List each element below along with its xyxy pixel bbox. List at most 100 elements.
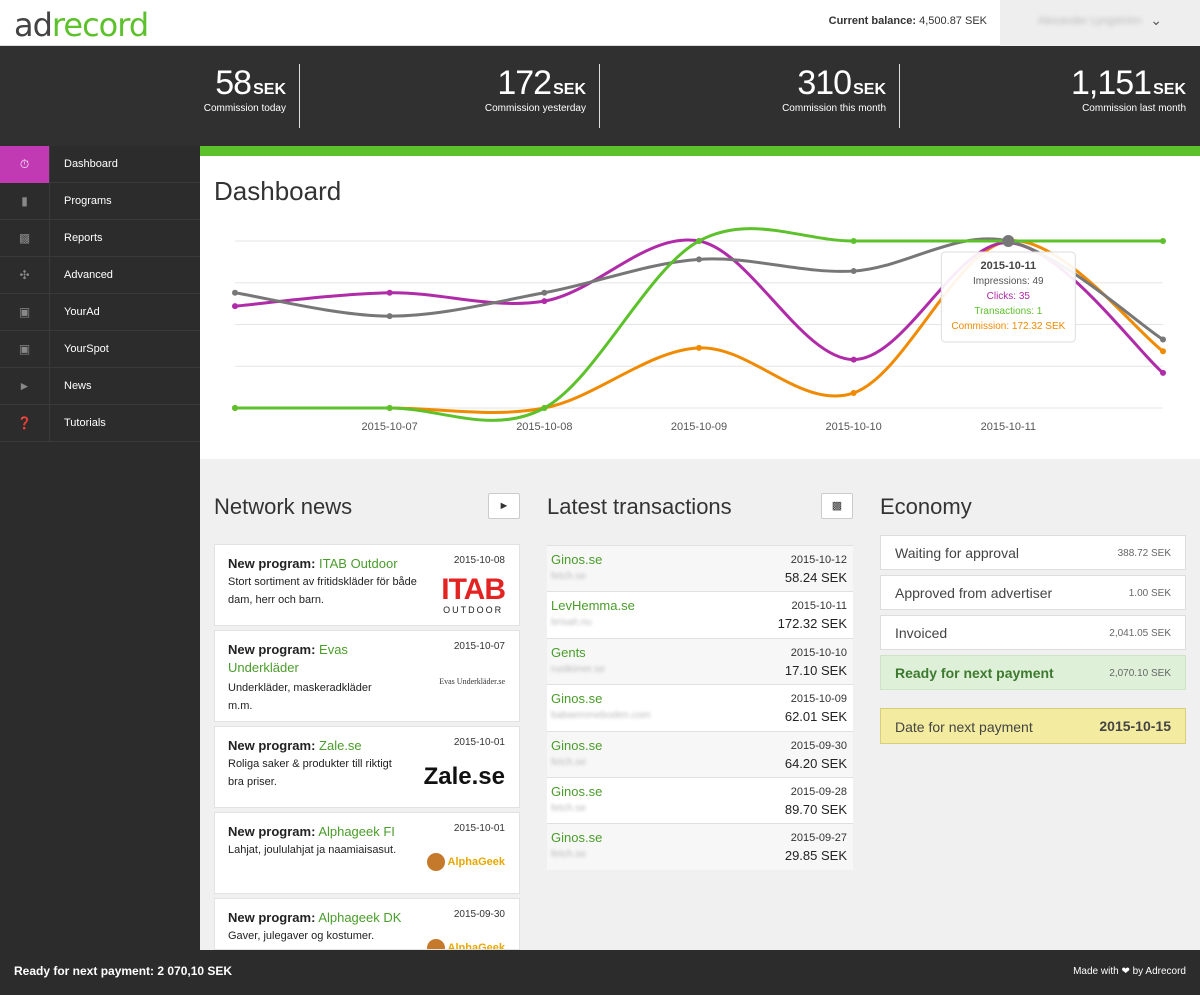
data-point-transactions [541,405,548,411]
footer-ready-for-payment: Ready for next payment: 2 070,10 SEK [14,964,233,978]
news-item[interactable]: New program: Zale.se 2015-10-01 Roliga s… [214,726,520,808]
top-bar: adrecord Current balance: 4,500.87 SEK A… [0,0,1200,46]
economy-waiting-for-approval: Waiting for approval 388.72 SEK [880,535,1186,570]
user-name: Alexander Lyngström [1038,15,1142,27]
alphageek-logo: AlphaGeek [426,939,505,949]
latest-transactions-title: Latest transactions [547,494,732,519]
commission-line-chart[interactable]: 2015-10-07 2015-10-08 2015-10-09 2015-10-10… [200,156,1200,459]
data-point-transactions [696,238,702,244]
news-item[interactable]: New program: Alphageek FI 2015-10-01 Lah… [214,812,520,894]
chart-tooltip [940,251,1076,343]
data-point-impressions [1160,336,1166,343]
data-point-transactions [232,405,238,411]
sidebar-item-yourspot[interactable]: ▣ YourSpot [0,331,200,368]
x-tick-label: 2015-10-07 [362,421,418,433]
bookmark-icon: ▮ [0,183,50,220]
stat-commission-today: 58 SEK Commission today [203,64,286,114]
yourad-icon: ▣ [0,294,50,331]
transaction-row[interactable]: Ginos.se fetch.se 2015-09-28 89.70 SEK [547,776,853,824]
footer: Ready for next payment: 2 070,10 SEK Mad… [0,950,1200,995]
data-point-impressions [232,289,238,296]
question-icon: ❓ [0,405,50,442]
economy-invoiced: Invoiced 2,041.05 SEK [880,615,1186,650]
stat-commission-last-month: 1,151 SEK Commission last month [1071,64,1186,114]
crosshair-icon: ✣ [0,257,50,294]
chevron-down-icon: ⌄ [1150,12,1162,28]
economy-ready-for-next-payment: Ready for next payment 2,070.10 SEK [880,655,1186,690]
data-point-impressions [541,289,548,296]
stat-commission-this-month: 310 SEK Commission this month [782,64,886,114]
news-item[interactable]: New program: Alphageek DK 2015-09-30 Gav… [214,898,520,950]
bar-chart-icon: ▩ [0,220,50,257]
transactions-list: Ginos.se fetch.se 2015-10-12 58.24 SEK LevH… [547,545,853,870]
sidebar-item-reports[interactable]: ▩ Reports [0,220,200,257]
bar-chart-icon: ▩ [831,500,843,512]
economy-title: Economy [880,494,972,519]
x-tick-label: 2015-10-09 [671,421,727,433]
stat-divider [899,64,900,128]
transaction-row[interactable]: Ginos.se fetch.se 2015-09-30 64.20 SEK [547,730,853,777]
network-news-title: Network news [214,494,353,519]
transaction-row[interactable]: Ginos.se babaemmeboden.com 2015-10-09 62.01… [547,684,853,731]
x-tick-label: 2015-10-11 [981,421,1036,433]
user-menu[interactable]: Alexander Lyngström ⌄ [1000,0,1200,46]
adrecord-logo[interactable]: adrecord [14,6,149,44]
data-point-clicks [541,298,548,305]
itab-outdoor-logo: ITAB OUTDOOR [441,573,506,616]
data-point-clicks [386,289,393,296]
data-point-transactions [386,405,393,411]
data-point-transactions [1160,238,1166,244]
sidebar: ⏱ Dashboard ▮ Programs ▩ Reports ✣ Advanced … [0,146,200,978]
economy-approved-from-advertiser: Approved from advertiser 1.00 SEK [880,575,1186,610]
dashboard-chart-panel: 2015-10-07 2015-10-08 2015-10-09 2015-10-10… [200,156,1200,459]
data-point-commission [696,344,702,351]
tooltip-line: Transactions: 1 [974,306,1042,317]
tooltip-date: 2015-10-11 [980,260,1036,272]
data-point-commission [1160,348,1166,355]
transaction-row[interactable]: LevHemma.se brisait.nu 2015-10-11 172.32 SE… [547,591,853,638]
data-point-clicks [232,303,238,310]
reports-button[interactable]: ▩ [821,493,853,519]
data-point-clicks [1160,369,1166,376]
data-point-clicks [850,356,857,363]
heart-icon: ❤ [1121,966,1130,977]
megaphone-icon: ► [498,500,510,512]
sidebar-item-news[interactable]: ► News [0,368,200,405]
next-payment-date: Date for next payment 2015-10-15 [880,708,1186,744]
tooltip-line: Commission: 172.32 SEK [951,321,1065,332]
tooltip-line: Clicks: 35 [987,291,1031,302]
stat-divider [599,64,600,128]
news-megaphone-button[interactable]: ► [488,493,520,519]
news-item[interactable]: New program: ITAB Outdoor 2015-10-08 Sto… [214,544,520,626]
sidebar-item-programs[interactable]: ▮ Programs [0,183,200,220]
tooltip-line: Impressions: 49 [973,276,1044,287]
hover-point [1002,235,1015,247]
transaction-row[interactable]: Gents rustkimer.se 2015-10-10 17.10 SEK [547,637,853,685]
transaction-row[interactable]: Ginos.se fetch.se 2015-10-12 58.24 SEK [547,545,853,592]
data-point-impressions [696,256,702,263]
data-point-impressions [850,268,857,275]
commission-stats: 58 SEK Commission today 172 SEK Commission… [0,46,1200,146]
data-point-transactions [850,238,857,244]
evas-underklader-logo: Evas Underkläder.se [439,677,505,686]
x-tick-label: 2015-10-10 [826,421,882,433]
page-title: Dashboard [214,176,342,206]
gauge-icon: ⏱ [0,146,50,183]
accent-bar [200,146,1200,156]
alphageek-logo: AlphaGeek [426,853,505,871]
x-tick-label: 2015-10-08 [516,421,572,433]
data-point-commission [850,389,857,396]
sidebar-item-advanced[interactable]: ✣ Advanced [0,257,200,294]
stat-divider [299,64,300,128]
news-item[interactable]: New program: Evas Underkläder 2015-10-07… [214,630,520,722]
transaction-row[interactable]: Ginos.se fetch.se 2015-09-27 29.85 SEK [547,823,853,870]
yourspot-icon: ▣ [0,331,50,368]
sidebar-item-dashboard[interactable]: ⏱ Dashboard [0,146,200,183]
zale-logo: Zale.se [423,763,505,790]
stat-commission-yesterday: 172 SEK Commission yesterday [484,64,586,114]
megaphone-icon: ► [0,368,50,405]
current-balance: Current balance: 4,500.87 SEK [828,15,987,27]
sidebar-item-tutorials[interactable]: ❓ Tutorials [0,405,200,442]
sidebar-item-yourad[interactable]: ▣ YourAd [0,294,200,331]
data-point-impressions [386,313,393,320]
